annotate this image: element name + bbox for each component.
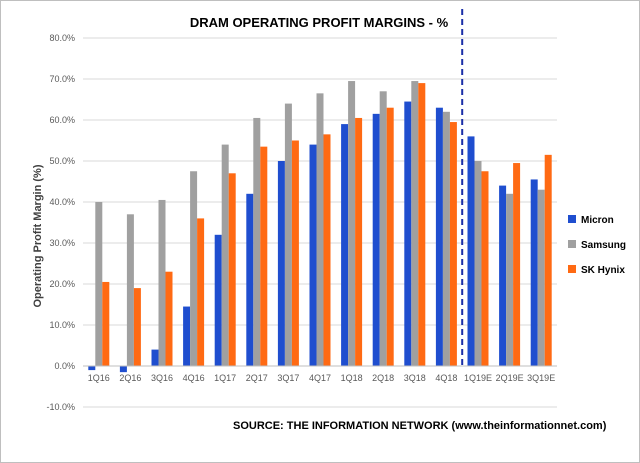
- bar-samsung-3q19e: [537, 189, 545, 366]
- legend-label-sk-hynix: SK Hynix: [581, 265, 625, 276]
- y-axis-label: Operating Profit Margin (%): [32, 164, 44, 307]
- legend: Micron Samsung SK Hynix: [568, 215, 626, 276]
- bar-sk-hynix-3q19e: [544, 154, 552, 366]
- bar-samsung-3q16: [158, 199, 166, 366]
- y-tick-label: 80.0%: [49, 33, 75, 43]
- legend-swatch-samsung: [568, 240, 576, 248]
- x-tick-label: 1Q19E: [464, 373, 492, 383]
- y-tick-label: 30.0%: [49, 238, 75, 248]
- bar-samsung-4q18: [442, 111, 450, 366]
- bar-sk-hynix-2q17: [260, 146, 268, 366]
- legend-label-samsung: Samsung: [581, 240, 626, 251]
- y-tick-label: 40.0%: [49, 197, 75, 207]
- bar-sk-hynix-1q17: [228, 173, 236, 366]
- y-tick-labels: -10.0% 0.0% 10.0% 20.0% 30.0% 40.0% 50.0% 60.0%…: [46, 33, 75, 412]
- bar-micron-3q19e: [530, 179, 538, 366]
- bar-sk-hynix-1q18: [355, 117, 363, 366]
- x-tick-label: 3Q16: [151, 373, 173, 383]
- bar-micron-3q16: [151, 349, 159, 366]
- bar-sk-hynix-1q19e: [481, 171, 489, 366]
- bar-micron-2q18: [372, 113, 380, 366]
- bar-micron-2q16: [119, 366, 127, 373]
- bar-samsung-2q16: [126, 214, 134, 366]
- y-tick-label: -10.0%: [46, 402, 75, 412]
- x-tick-label: 2Q16: [119, 373, 141, 383]
- source-note: SOURCE: THE INFORMATION NETWORK (www.the…: [233, 420, 607, 432]
- bar-micron-1q16: [88, 366, 96, 371]
- legend-label-micron: Micron: [581, 215, 614, 226]
- bar-micron-3q18: [404, 101, 412, 367]
- bar-samsung-2q19e: [506, 193, 514, 366]
- x-tick-label: 2Q19E: [496, 373, 524, 383]
- bar-sk-hynix-2q16: [133, 288, 141, 366]
- bar-sk-hynix-4q16: [197, 218, 205, 366]
- bar-micron-1q18: [341, 124, 349, 366]
- bar-samsung-1q17: [221, 144, 229, 366]
- bar-samsung-3q18: [411, 81, 419, 367]
- x-tick-label: 1Q18: [341, 373, 363, 383]
- x-tick-label: 1Q16: [88, 373, 110, 383]
- bar-sk-hynix-1q16: [102, 281, 110, 366]
- bar-sk-hynix-4q18: [449, 122, 457, 366]
- bars: [88, 81, 552, 373]
- x-tick-label: 3Q17: [277, 373, 299, 383]
- bar-micron-4q16: [183, 306, 191, 366]
- x-tick-label: 3Q18: [404, 373, 426, 383]
- bar-samsung-2q18: [379, 91, 387, 367]
- x-tick-labels: 1Q16 2Q16 3Q16 4Q16 1Q17 2Q17 3Q17 4Q17 1Q18 2Q18…: [88, 373, 555, 383]
- bar-sk-hynix-2q18: [386, 107, 394, 366]
- bar-sk-hynix-3q16: [165, 271, 173, 366]
- bar-micron-3q17: [277, 161, 285, 366]
- bar-micron-2q19e: [499, 185, 507, 366]
- bar-samsung-1q16: [95, 202, 103, 366]
- bar-sk-hynix-2q19e: [513, 163, 521, 366]
- x-tick-label: 3Q19E: [527, 373, 555, 383]
- bar-samsung-1q18: [348, 81, 356, 367]
- bar-micron-4q17: [309, 144, 317, 366]
- bar-samsung-3q17: [284, 103, 292, 366]
- x-tick-label: 4Q17: [309, 373, 331, 383]
- x-tick-label: 4Q16: [183, 373, 205, 383]
- y-tick-label: 50.0%: [49, 156, 75, 166]
- x-tick-label: 1Q17: [214, 373, 236, 383]
- bar-samsung-4q16: [190, 171, 198, 366]
- x-tick-label: 4Q18: [435, 373, 457, 383]
- bar-sk-hynix-3q18: [418, 83, 426, 366]
- chart-title: DRAM OPERATING PROFIT MARGINS - %: [190, 15, 449, 30]
- y-tick-label: 20.0%: [49, 279, 75, 289]
- bar-sk-hynix-3q17: [291, 140, 299, 366]
- bar-samsung-4q17: [316, 93, 324, 366]
- bar-samsung-1q19e: [474, 161, 482, 366]
- y-tick-label: 70.0%: [49, 74, 75, 84]
- bar-micron-1q19e: [467, 136, 475, 366]
- bar-micron-2q17: [246, 193, 254, 366]
- bar-sk-hynix-4q17: [323, 134, 331, 366]
- x-tick-label: 2Q17: [246, 373, 268, 383]
- bar-samsung-2q17: [253, 117, 261, 366]
- bar-micron-4q18: [435, 107, 443, 366]
- legend-swatch-micron: [568, 215, 576, 223]
- y-tick-label: 10.0%: [49, 320, 75, 330]
- x-tick-label: 2Q18: [372, 373, 394, 383]
- y-tick-label: 0.0%: [54, 361, 75, 371]
- bar-micron-1q17: [214, 234, 222, 366]
- legend-swatch-sk-hynix: [568, 265, 576, 273]
- y-tick-label: 60.0%: [49, 115, 75, 125]
